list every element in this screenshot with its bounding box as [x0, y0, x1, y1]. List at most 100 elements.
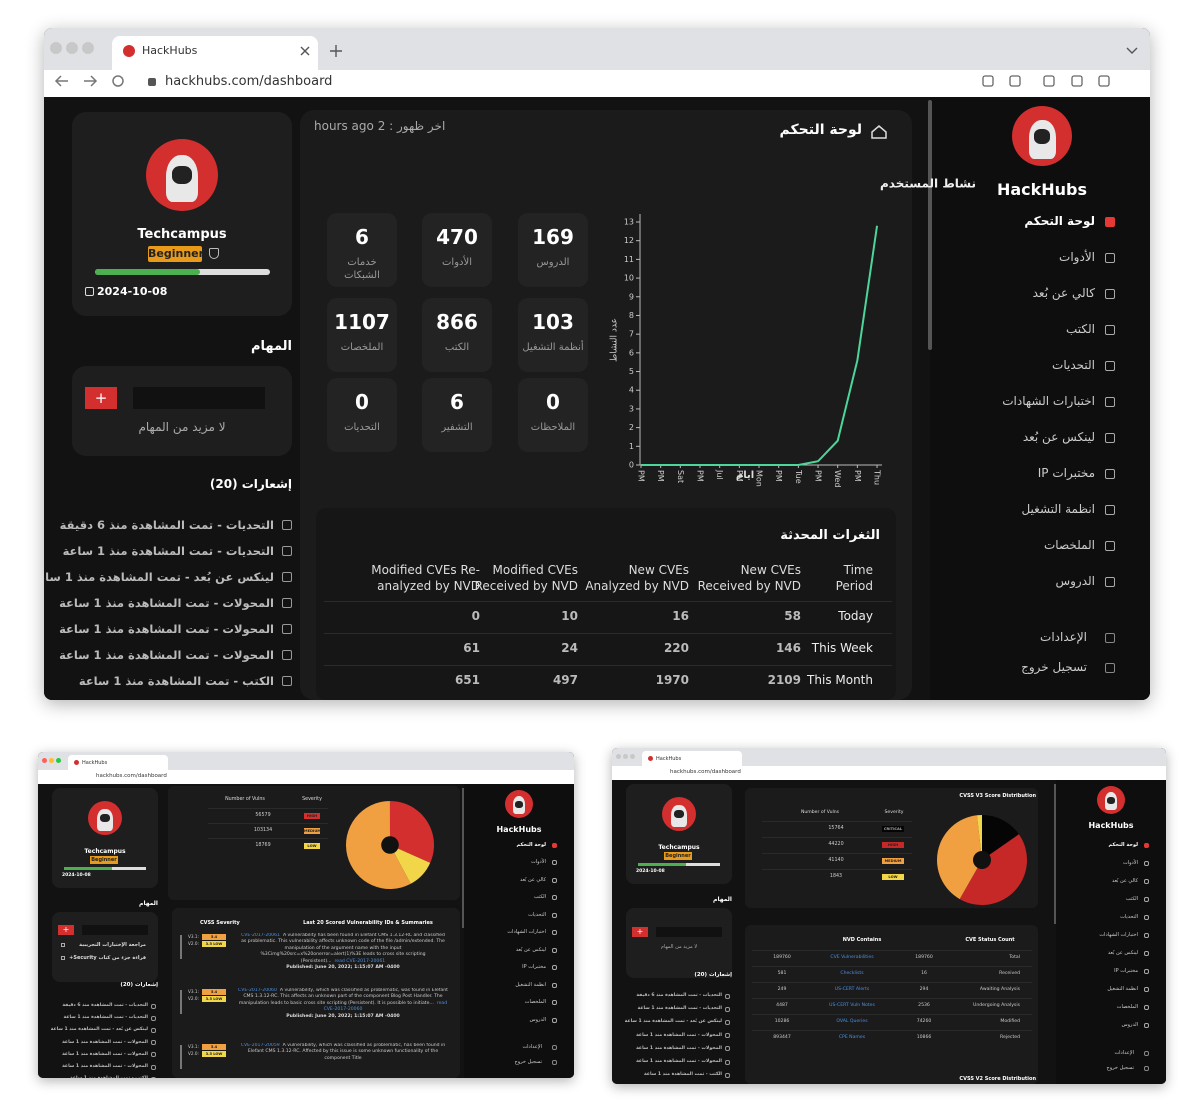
task-input[interactable] — [133, 387, 265, 409]
menu-item[interactable]: لينكس عن بُعد — [1107, 949, 1138, 956]
menu-item[interactable]: انظمة التشغيل — [1107, 985, 1138, 992]
tasks-title: المهام — [139, 900, 158, 908]
menu-item[interactable]: كالي عن بُعد — [1112, 877, 1138, 884]
menu-item[interactable]: الملخصات — [1116, 1003, 1138, 1010]
add-task-button[interactable]: + — [58, 925, 74, 935]
table-cell: 146 — [775, 641, 801, 656]
table-cell: 44220 — [828, 841, 844, 847]
add-task-button[interactable]: + — [632, 927, 648, 937]
notification[interactable]: التحديات - تمت المشاهدة منذ 1 ساعة — [637, 1006, 722, 1012]
cve-link[interactable]: CVE-2017-20061 — [241, 933, 280, 938]
icon — [552, 1000, 557, 1005]
cve-title: الثغرات المحدثة — [780, 527, 880, 543]
panel-title: CVSS Severity — [200, 919, 240, 926]
notification[interactable]: المحولات - تمت المشاهدة منذ 1 ساعة — [636, 1045, 722, 1051]
row-separator — [208, 808, 328, 809]
notification[interactable]: التحديات - تمت المشاهدة منذ 6 دقيقة — [62, 1003, 148, 1008]
menu-item[interactable]: مختبرات IP — [522, 964, 546, 971]
menu-item[interactable]: الإعدادات — [522, 1043, 542, 1050]
task-input[interactable] — [82, 925, 148, 935]
notification[interactable]: المحولات - تمت المشاهدة منذ 1 ساعة — [62, 1039, 148, 1045]
menu-item[interactable]: الدروس — [1121, 1021, 1138, 1028]
menu-item[interactable]: الدروس — [529, 1016, 546, 1023]
task-delete[interactable] — [61, 956, 65, 960]
menu-item[interactable]: الأدوات — [1123, 859, 1138, 866]
notification[interactable]: المحولات - تمت المشاهدة منذ 1 ساعة — [62, 1051, 148, 1057]
table-cell: 41140 — [828, 857, 844, 863]
menu-item[interactable]: اختبارات الشهادات — [1099, 931, 1138, 938]
menu-item[interactable]: اختبارات الشهادات — [507, 929, 546, 936]
notification[interactable]: الكتب - تمت المشاهدة منذ 1 ساعة — [38, 1076, 148, 1078]
nvd-link[interactable]: CVE Vulnerabilities — [830, 955, 874, 960]
notification[interactable]: لينكس عن بُعد - تمت المشاهدة منذ 1 ساعة — [44, 569, 274, 584]
menu-item[interactable]: تسجيل خروج — [514, 1058, 542, 1065]
nvd-link[interactable]: Checklists — [840, 971, 864, 976]
menu-item[interactable]: لينكس عن بُعد — [1022, 430, 1095, 445]
task-input[interactable] — [656, 927, 722, 937]
notification[interactable]: التحديات - تمت المشاهدة منذ 1 ساعة — [63, 1015, 148, 1021]
menu-item[interactable]: الأدوات — [531, 859, 546, 866]
menu-item[interactable]: لوحة التحكم — [1024, 214, 1095, 229]
menu-item[interactable]: انظمة التشغيل — [515, 981, 546, 988]
notification[interactable]: المحولات - تمت المشاهدة منذ 1 ساعة — [59, 595, 274, 610]
menu-item[interactable]: الكتب — [1125, 895, 1138, 902]
menu-item[interactable]: التحديات — [1052, 358, 1095, 373]
menu-item[interactable]: كالي عن بُعد — [1032, 286, 1095, 301]
stat-card — [422, 378, 492, 452]
menu-item[interactable]: الدروس — [1055, 574, 1095, 589]
notification[interactable]: لينكس عن بُعد - تمت المشاهدة منذ 1 ساعة — [624, 1019, 722, 1025]
menu-item[interactable]: مختبرات IP — [1114, 967, 1138, 974]
tab[interactable] — [68, 755, 168, 770]
notification[interactable]: المحولات - تمت المشاهدة منذ 1 ساعة — [59, 647, 274, 662]
menu-item[interactable]: اختبارات الشهادات — [1002, 394, 1095, 409]
menu-item[interactable]: انظمة التشغيل — [1021, 502, 1095, 517]
notification[interactable]: التحديات - تمت المشاهدة منذ 1 ساعة — [62, 543, 274, 558]
notification[interactable]: المحولات - تمت المشاهدة منذ 1 ساعة — [59, 621, 274, 636]
menu-item[interactable]: لينكس عن بُعد — [515, 946, 546, 953]
cve-link[interactable]: read CVE-2017-20060 — [323, 1000, 448, 1013]
menu-item[interactable]: مختبرات IP — [1037, 466, 1095, 481]
cve-link[interactable]: read CVE-2017-20061 — [334, 958, 386, 964]
stat-card — [327, 378, 397, 452]
menu-item[interactable]: الملخصات — [1043, 538, 1095, 553]
notification[interactable]: المحولات - تمت المشاهدة منذ 1 ساعة — [636, 1032, 722, 1038]
menu-item[interactable]: الإعدادات — [1040, 630, 1087, 645]
menu-item[interactable]: تسجيل خروج — [1106, 1064, 1134, 1071]
icon — [1105, 577, 1115, 587]
icon — [1105, 325, 1115, 335]
cve-link[interactable]: CVE-2017-20060 — [238, 988, 277, 993]
nvd-link[interactable]: CPE Names — [838, 1035, 866, 1040]
notification[interactable]: الكتب - تمت المشاهدة منذ 1 ساعة — [78, 673, 274, 688]
tab[interactable] — [642, 751, 742, 766]
url: hackhubs.com/dashboard — [670, 769, 741, 776]
menu-item[interactable]: الأدوات — [1059, 250, 1095, 265]
notification[interactable]: لينكس عن بُعد - تمت المشاهدة منذ 1 ساعة — [50, 1027, 148, 1033]
menu-item[interactable]: لوحة التحكم — [1108, 841, 1138, 848]
menu-item[interactable]: تسجيل خروج — [1021, 660, 1087, 675]
notification[interactable]: المحولات - تمت المشاهدة منذ 1 ساعة — [62, 1064, 148, 1069]
menu-item[interactable]: الملخصات — [524, 999, 546, 1006]
nvd-link[interactable]: US-CERT Vuln Notes — [829, 1003, 875, 1008]
severity-badge: CRITICAL — [882, 826, 904, 832]
menu-item[interactable]: الكتب — [1065, 322, 1095, 337]
nvd-link[interactable]: OVAL Queries — [836, 1019, 868, 1024]
table-cell: 2109 — [767, 673, 801, 688]
add-task-button[interactable]: + — [85, 387, 117, 409]
notification[interactable]: التحديات - تمت المشاهدة منذ 6 دقيقة — [59, 517, 274, 532]
menu-item[interactable]: كالي عن بُعد — [520, 876, 546, 883]
tab[interactable] — [112, 36, 318, 70]
notification[interactable]: التحديات - تمت المشاهدة منذ 6 دقيقة — [636, 993, 722, 998]
notification[interactable]: المحولات - تمت المشاهدة منذ 1 ساعة — [636, 1059, 722, 1064]
menu-item[interactable]: التحديات — [528, 911, 546, 918]
nvd-link[interactable]: US-CERT Alerts — [834, 987, 870, 992]
row-separator — [324, 665, 892, 666]
notification[interactable]: الكتب - تمت المشاهدة منذ 1 ساعة — [644, 1072, 722, 1078]
menu-item[interactable]: الكتب — [533, 894, 546, 901]
menu-item[interactable]: التحديات — [1120, 913, 1138, 920]
cve-link[interactable]: CVE-2017-20059 — [240, 1043, 280, 1048]
icon — [1105, 361, 1115, 371]
menu-item[interactable]: الإعدادات — [1114, 1049, 1134, 1056]
menu-item[interactable]: لوحة التحكم — [516, 841, 546, 848]
task-delete[interactable] — [61, 943, 65, 947]
score-badge: 5.4 MEDIUM — [202, 934, 226, 945]
